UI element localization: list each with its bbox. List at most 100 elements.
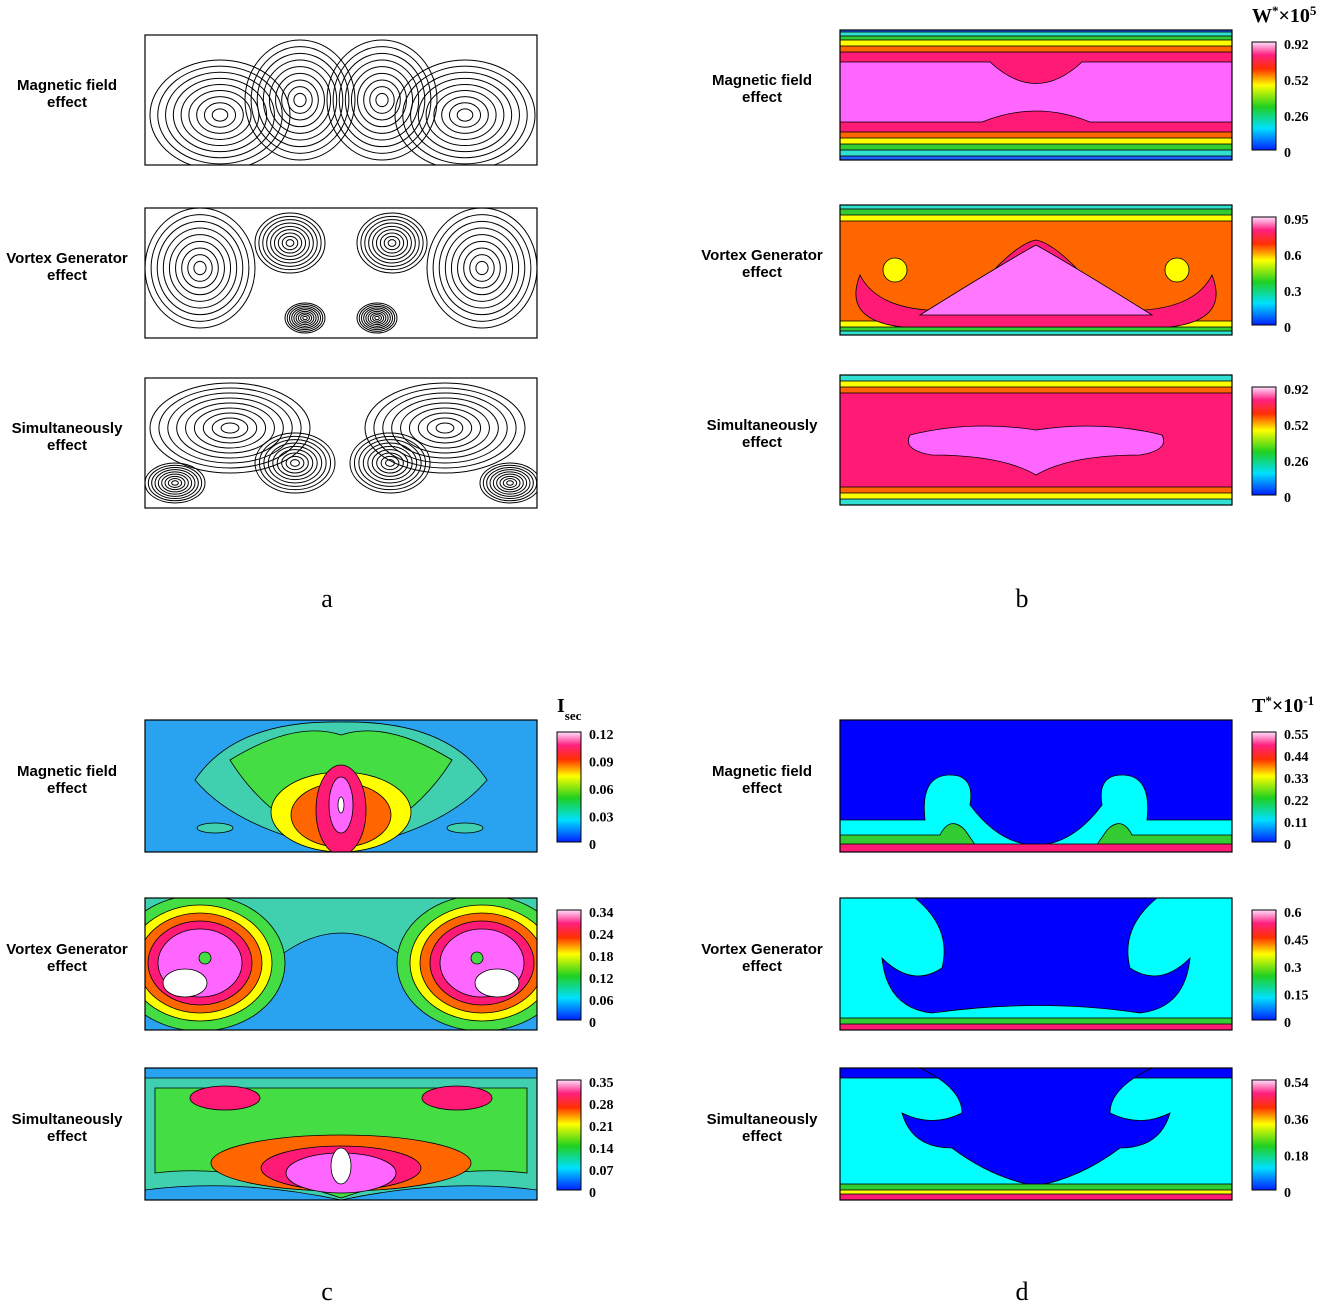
colorbar-label: 0.92 bbox=[1284, 38, 1309, 53]
colorbar-label: 0 bbox=[1284, 321, 1291, 336]
row-label: Simultaneously bbox=[12, 1111, 124, 1128]
streamline bbox=[211, 417, 249, 439]
streamline bbox=[379, 232, 405, 254]
streamline bbox=[367, 310, 387, 326]
streamline bbox=[486, 466, 534, 500]
streamline bbox=[400, 402, 490, 454]
colorbar-label: 0.12 bbox=[589, 972, 614, 987]
row-label: Magnetic field bbox=[17, 763, 117, 780]
plot-frame bbox=[839, 204, 1233, 336]
streamline bbox=[181, 247, 219, 289]
row-label: effect bbox=[742, 89, 782, 106]
streamline bbox=[187, 254, 213, 282]
contour-plot bbox=[144, 34, 538, 166]
colorbar-title-part: ×10 bbox=[1279, 5, 1310, 27]
streamline bbox=[457, 240, 507, 296]
row-label: effect bbox=[47, 1128, 87, 1145]
plot-frame bbox=[144, 377, 538, 509]
contour bbox=[189, 1085, 261, 1111]
streamline bbox=[277, 232, 303, 254]
streamline bbox=[154, 469, 196, 497]
row-label: effect bbox=[742, 780, 782, 797]
colorbar-label: 0 bbox=[1284, 146, 1291, 161]
colorbar-label: 0.15 bbox=[1284, 989, 1309, 1004]
contour bbox=[1164, 257, 1190, 283]
colorbar-label: 0.06 bbox=[589, 783, 614, 798]
streamline bbox=[149, 59, 291, 165]
streamline bbox=[391, 397, 499, 459]
colorbar-title-part: * bbox=[1272, 3, 1279, 18]
contour-plot bbox=[839, 204, 1233, 336]
streamline bbox=[402, 65, 528, 165]
row-label: effect bbox=[742, 958, 782, 975]
streamline bbox=[272, 445, 318, 481]
streamline bbox=[469, 254, 495, 282]
colorbar-label: 0.3 bbox=[1284, 285, 1302, 300]
streamline bbox=[374, 315, 380, 321]
row-label: Magnetic field bbox=[17, 77, 117, 94]
streamline bbox=[156, 220, 244, 316]
colorbar-title: Isec bbox=[557, 695, 582, 723]
plot-area bbox=[840, 720, 1232, 852]
streamline bbox=[358, 439, 422, 487]
colorbar-label: 0.28 bbox=[589, 1098, 614, 1113]
contour bbox=[907, 425, 1165, 476]
contour bbox=[446, 822, 484, 834]
plot-area bbox=[145, 1068, 537, 1200]
streamline bbox=[380, 455, 400, 471]
contour-plot bbox=[839, 719, 1233, 853]
streamline bbox=[456, 108, 474, 122]
streamline bbox=[332, 46, 432, 154]
colorbar-label: 0.44 bbox=[1284, 750, 1309, 765]
streamline bbox=[193, 407, 267, 449]
streamline bbox=[506, 480, 514, 486]
streamline bbox=[157, 65, 283, 165]
row-label: effect bbox=[47, 958, 87, 975]
colorbar-label: 0 bbox=[589, 1016, 596, 1031]
colorbar-label: 0 bbox=[1284, 1016, 1291, 1031]
colorbar bbox=[556, 1079, 582, 1191]
row-label: effect bbox=[47, 437, 87, 454]
plot-area bbox=[840, 30, 1232, 160]
plot-frame bbox=[839, 897, 1233, 1031]
streamline bbox=[158, 387, 302, 469]
streamline bbox=[167, 478, 183, 488]
streamline bbox=[275, 72, 325, 128]
colorbar-label: 0.26 bbox=[1284, 110, 1309, 125]
streamline bbox=[408, 407, 482, 449]
colorbar bbox=[1251, 1079, 1277, 1191]
streamline bbox=[356, 212, 428, 274]
streamline bbox=[432, 214, 532, 322]
streamline bbox=[375, 92, 389, 108]
contour-plot bbox=[839, 29, 1233, 161]
colorbar-label: 0 bbox=[1284, 1186, 1291, 1201]
streamline bbox=[300, 314, 310, 322]
row-label: Vortex Generator bbox=[6, 250, 128, 267]
streamline bbox=[168, 234, 232, 302]
panel-label: c bbox=[321, 1277, 333, 1306]
contour bbox=[474, 968, 520, 998]
colorbar bbox=[1251, 386, 1277, 496]
streamline bbox=[149, 382, 311, 474]
streamline bbox=[373, 387, 517, 469]
colorbar-label: 0.95 bbox=[1284, 213, 1309, 228]
streamline bbox=[344, 59, 420, 141]
streamline bbox=[349, 432, 431, 494]
colorbar-label: 0.11 bbox=[1284, 816, 1308, 831]
streamline bbox=[448, 102, 482, 128]
contour-plot bbox=[144, 377, 538, 509]
colorbar-title-part: sec bbox=[565, 708, 582, 723]
row-label: Magnetic field bbox=[712, 72, 812, 89]
colorbar-label: 0 bbox=[589, 838, 596, 853]
streamline bbox=[371, 449, 409, 477]
colorbar-title-part: * bbox=[1265, 693, 1272, 708]
row-label: Magnetic field bbox=[712, 763, 812, 780]
streamline bbox=[293, 309, 317, 327]
streamline bbox=[360, 215, 424, 271]
streamline bbox=[350, 66, 414, 134]
contour bbox=[330, 1147, 352, 1185]
streamline bbox=[250, 46, 350, 154]
streamline bbox=[285, 239, 295, 247]
streamline bbox=[417, 77, 513, 153]
streamline bbox=[150, 214, 250, 322]
